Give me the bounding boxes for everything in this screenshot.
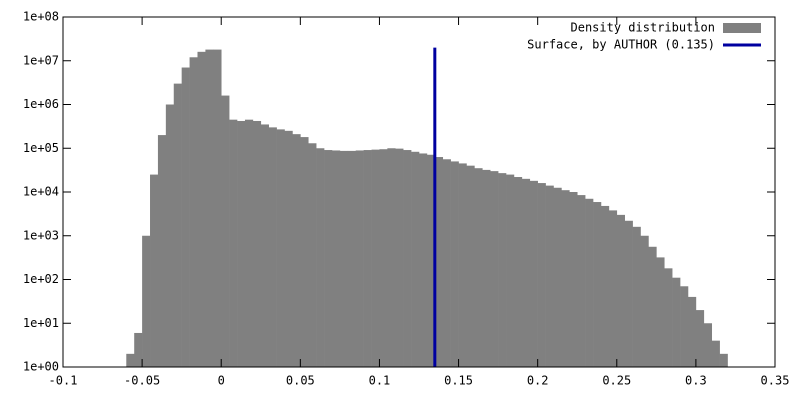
histogram-bar	[482, 169, 491, 367]
legend-swatch	[723, 23, 761, 33]
histogram-bar	[284, 130, 293, 367]
histogram-bar	[395, 148, 404, 367]
histogram-bar	[608, 210, 618, 367]
histogram-bar	[173, 83, 182, 367]
histogram-bar	[276, 129, 285, 367]
histogram-bar	[490, 171, 499, 367]
x-tick-label: -0.1	[49, 374, 78, 388]
histogram-bar	[719, 353, 728, 367]
histogram-bar	[593, 202, 602, 367]
histogram-bar	[308, 143, 317, 367]
histogram-bar	[181, 67, 190, 367]
histogram-bar	[672, 277, 681, 367]
histogram-bar	[419, 153, 428, 367]
histogram-bar	[363, 150, 372, 367]
x-tick-label: 0.25	[602, 374, 631, 388]
histogram-bar	[165, 104, 175, 367]
y-tick-label: 1e+06	[23, 97, 59, 111]
histogram-bar	[300, 137, 309, 367]
histogram-bar	[434, 157, 444, 367]
histogram-bar	[545, 185, 554, 367]
histogram-bar	[292, 134, 301, 367]
histogram-bar	[150, 174, 159, 367]
histogram-bar	[324, 150, 333, 367]
histogram-bar	[498, 173, 507, 367]
y-tick-label: 1e+08	[23, 10, 59, 24]
histogram-bar	[537, 183, 546, 367]
legend-label: Surface, by AUTHOR (0.135)	[527, 38, 715, 52]
histogram-bar	[387, 148, 396, 367]
histogram-bar	[624, 220, 633, 367]
histogram-bar	[316, 148, 325, 367]
histogram-bar	[711, 340, 720, 367]
histogram-bar	[703, 323, 713, 367]
histogram-bar	[426, 154, 436, 367]
y-tick-label: 1e+05	[23, 141, 59, 155]
histogram-bar	[347, 150, 357, 367]
histogram-bar	[513, 177, 523, 367]
y-tick-label: 1e+07	[23, 53, 59, 67]
histogram-bar	[687, 296, 697, 367]
histogram-bar	[339, 150, 349, 367]
y-tick-label: 1e+00	[23, 360, 59, 374]
histogram-bar	[189, 57, 198, 367]
y-tick-label: 1e+03	[23, 228, 59, 242]
histogram-bar	[126, 353, 135, 367]
y-tick-label: 1e+02	[23, 272, 59, 286]
histogram-bar	[379, 149, 388, 367]
histogram-bar	[355, 150, 364, 367]
histogram-bar	[252, 120, 262, 367]
histogram-bar	[569, 192, 578, 367]
histogram-bar	[640, 235, 649, 367]
histogram-bar	[474, 168, 483, 367]
histogram-bar	[506, 174, 515, 367]
histogram-bar	[411, 151, 420, 367]
histogram-bar	[695, 310, 705, 367]
histogram-bar	[600, 205, 610, 367]
histogram-bar	[229, 119, 238, 367]
x-tick-label: 0.2	[527, 374, 549, 388]
histogram-bar	[656, 257, 665, 367]
histogram-bar	[664, 268, 673, 367]
y-tick-label: 1e+04	[23, 185, 59, 199]
histogram-bar	[244, 119, 254, 367]
histogram-bar	[585, 198, 594, 367]
x-tick-label: 0.15	[444, 374, 473, 388]
histogram-bar	[331, 150, 341, 367]
histogram-bar	[553, 187, 562, 367]
histogram-bar	[260, 124, 269, 367]
legend-label: Density distribution	[571, 21, 716, 35]
histogram-bar	[134, 332, 143, 367]
histogram-bar	[561, 190, 570, 367]
histogram-bar	[157, 135, 167, 367]
histogram-bar	[616, 214, 625, 367]
y-tick-label: 1e+01	[23, 316, 59, 330]
histogram-bar	[205, 49, 214, 368]
x-tick-label: 0.3	[685, 374, 707, 388]
histogram-bar	[529, 180, 538, 367]
histogram-bar	[442, 159, 451, 367]
x-tick-label: 0.05	[286, 374, 315, 388]
histogram-bar	[450, 161, 459, 367]
histogram-bar	[521, 178, 531, 367]
histogram-bar	[648, 246, 657, 367]
histogram-bar	[371, 149, 380, 367]
x-tick-label: 0	[218, 374, 225, 388]
histogram-bar	[268, 127, 277, 367]
x-tick-label: -0.05	[124, 374, 160, 388]
histogram-bar	[237, 120, 246, 367]
histogram-bar	[466, 165, 475, 367]
histogram-bar	[213, 49, 222, 368]
histogram-bar	[577, 195, 586, 367]
histogram-bar	[403, 150, 412, 367]
histogram-bar	[142, 235, 151, 367]
histogram-bar	[458, 163, 467, 367]
histogram-bar	[221, 95, 230, 367]
histogram-bar	[197, 51, 206, 367]
x-tick-label: 0.1	[369, 374, 391, 388]
histogram-bar	[632, 226, 641, 367]
histogram-bar	[680, 286, 689, 367]
x-tick-label: 0.35	[761, 374, 790, 388]
